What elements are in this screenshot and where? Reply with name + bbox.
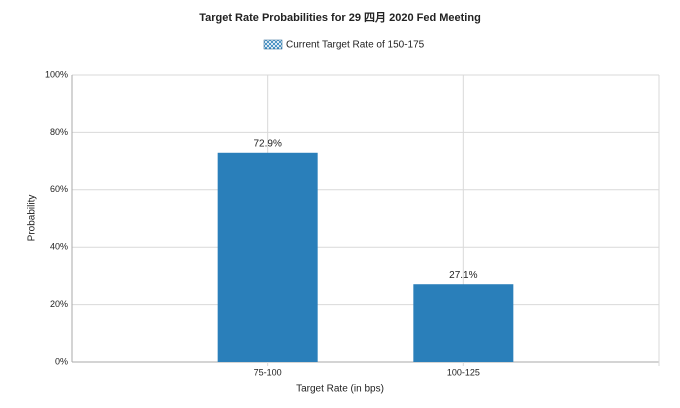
data-label: 27.1% <box>449 270 477 281</box>
y-tick-label: 20% <box>50 299 68 309</box>
x-tick-label: 100-125 <box>447 367 480 377</box>
bar <box>217 152 318 362</box>
chart-title: Target Rate Probabilities for 29 四月 2020… <box>199 11 481 24</box>
data-label: 72.9% <box>253 138 281 149</box>
x-tick-label: 75-100 <box>254 367 282 377</box>
y-tick-label: 0% <box>55 356 68 366</box>
x-axis-label: Target Rate (in bps) <box>296 384 384 395</box>
y-axis-label: Probability <box>27 195 38 242</box>
legend-label: Current Target Rate of 150-175 <box>286 40 425 51</box>
y-tick-label: 100% <box>45 69 68 79</box>
y-tick-label: 60% <box>50 184 68 194</box>
y-tick-label: 80% <box>50 127 68 137</box>
bar <box>413 284 514 362</box>
legend-swatch <box>263 39 283 50</box>
y-tick-label: 40% <box>50 242 68 252</box>
